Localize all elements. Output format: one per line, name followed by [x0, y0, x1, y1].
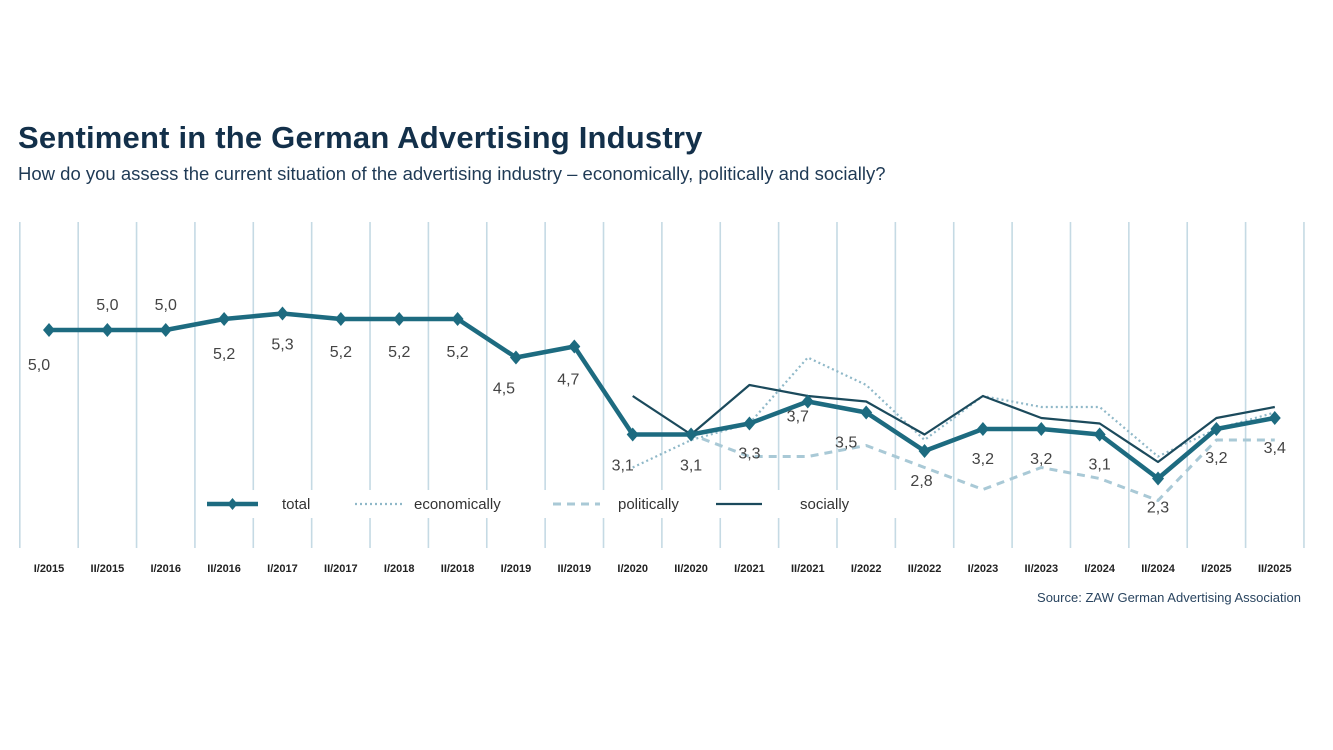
data-point-II/2024: [1152, 471, 1165, 486]
data-label: 3,2: [972, 451, 994, 468]
data-point-I/2015: [43, 323, 55, 337]
x-tick-label: I/2017: [267, 563, 298, 575]
legend-label-socially: socially: [800, 496, 850, 513]
x-tick-label: II/2024: [1141, 563, 1176, 575]
data-label: 5,0: [96, 297, 118, 314]
chart-title: Sentiment in the German Advertising Indu…: [18, 120, 703, 155]
x-tick-label: II/2017: [324, 563, 358, 575]
series-line-politically: [632, 433, 1275, 502]
data-point-I/2025: [1210, 422, 1223, 436]
x-tick-label: I/2022: [851, 563, 882, 575]
data-point-II/2019: [568, 339, 581, 354]
data-label: 3,1: [612, 458, 634, 475]
data-point-II/2017: [334, 312, 347, 326]
series-line-total: [49, 311, 1276, 481]
data-point-II/2023: [1035, 422, 1048, 436]
data-point-I/2018: [393, 312, 406, 326]
series-lines: [43, 306, 1281, 502]
data-point-II/2015: [101, 323, 114, 337]
data-label: 3,2: [1205, 450, 1227, 467]
data-point-I/2024: [1093, 427, 1106, 442]
legend-label-total: total: [282, 496, 310, 513]
data-label: 2,3: [1147, 500, 1169, 517]
legend-background: [200, 490, 900, 518]
data-point-I/2022: [860, 405, 873, 420]
data-point-II/2018: [451, 312, 464, 326]
data-point-II/2021: [801, 394, 814, 409]
data-label: 3,1: [680, 458, 702, 475]
x-tick-label: II/2018: [441, 563, 475, 575]
legend-diamond-marker: [227, 498, 238, 510]
data-label: 2,8: [910, 473, 932, 490]
x-tick-label: I/2023: [968, 563, 999, 575]
data-label: 3,2: [1030, 451, 1052, 468]
x-tick-label: I/2024: [1084, 563, 1115, 575]
data-label: 5,2: [213, 346, 235, 363]
data-point-II/2016: [218, 312, 231, 326]
data-label: 5,3: [271, 337, 293, 354]
data-label: 3,4: [1264, 440, 1286, 457]
x-tick-label: II/2023: [1024, 563, 1058, 575]
x-tick-label: I/2020: [617, 563, 648, 575]
data-label: 4,7: [557, 372, 579, 389]
data-label: 5,2: [388, 344, 410, 361]
data-label: 3,1: [1089, 457, 1111, 474]
source-note: Source: ZAW German Advertising Associati…: [1037, 590, 1301, 605]
data-label: 5,0: [28, 357, 50, 374]
x-tick-label: II/2019: [558, 563, 592, 575]
data-point-I/2016: [159, 323, 172, 337]
x-tick-label: I/2016: [150, 563, 181, 575]
data-point-I/2017: [276, 306, 289, 321]
data-point-I/2019: [509, 350, 522, 365]
x-tick-label: II/2025: [1258, 563, 1292, 575]
legend-label-economically: economically: [414, 496, 501, 513]
data-label: 4,5: [493, 381, 515, 398]
chart-subtitle: How do you assess the current situation …: [18, 163, 886, 184]
legend-label-politically: politically: [618, 496, 679, 513]
x-tick-label: II/2015: [91, 563, 125, 575]
data-point-I/2021: [743, 416, 756, 431]
data-label: 5,2: [446, 344, 468, 361]
data-point-II/2020: [685, 427, 698, 442]
x-tick-label: I/2019: [501, 563, 532, 575]
x-tick-label: I/2015: [34, 563, 65, 575]
data-point-I/2023: [976, 422, 989, 436]
x-tick-label: II/2022: [908, 563, 942, 575]
data-point-II/2025: [1268, 411, 1281, 425]
data-label: 3,7: [787, 409, 809, 426]
data-label: 5,0: [155, 297, 177, 314]
x-tick-label: II/2020: [674, 563, 708, 575]
legend: total economically politically socially: [200, 490, 900, 518]
x-tick-label: I/2025: [1201, 563, 1232, 575]
data-point-I/2020: [626, 427, 639, 442]
data-point-II/2022: [918, 444, 931, 458]
data-label: 3,5: [835, 435, 857, 452]
x-tick-label: II/2021: [791, 563, 825, 575]
x-axis-ticks: I/2015 II/2015 I/2016 II/2016 I/2017 II/2017 I…: [34, 563, 1292, 575]
data-labels: 5,0 5,0 5,0 5,2 5,3 5,2 5,2 5,2 4,5 4,7 3,1 3,1 3,3 3…: [28, 297, 1286, 517]
data-label: 3,3: [738, 446, 760, 463]
x-tick-label: I/2021: [734, 563, 765, 575]
x-tick-label: I/2018: [384, 563, 415, 575]
data-label: 5,2: [330, 344, 352, 361]
series-line-socially: [632, 383, 1276, 464]
x-tick-label: II/2016: [207, 563, 241, 575]
